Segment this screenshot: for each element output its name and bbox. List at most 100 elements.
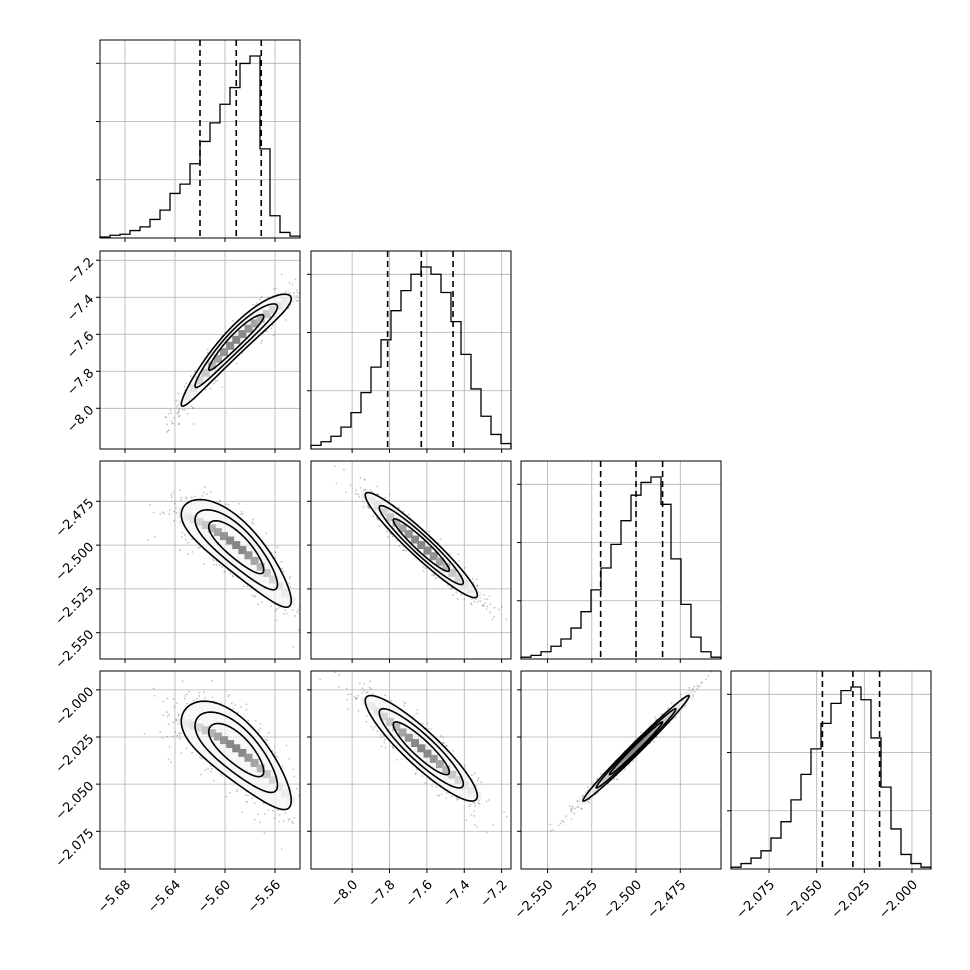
sample-point [201, 757, 203, 760]
sample-point [198, 691, 201, 694]
sample-point [433, 574, 436, 577]
sample-point [691, 689, 694, 692]
sample-point [185, 496, 187, 498]
sample-point [363, 479, 366, 481]
sample-point [186, 693, 188, 695]
sample-point [486, 598, 489, 601]
sample-point [210, 679, 213, 682]
sample-point [362, 500, 364, 503]
sample-point [261, 601, 263, 603]
sample-point [178, 508, 181, 510]
sample-point [652, 740, 655, 743]
sample-point [181, 408, 184, 411]
contour-line [207, 313, 265, 372]
sample-point [227, 695, 229, 698]
scatter-layer [330, 461, 508, 621]
sample-point [345, 687, 348, 690]
sample-point [365, 714, 368, 717]
sample-point [349, 484, 352, 487]
sample-point [358, 496, 361, 498]
sample-point [562, 820, 565, 823]
contour-line [194, 509, 279, 591]
sample-point [178, 414, 181, 417]
sample-point [288, 757, 290, 760]
sample-point [232, 575, 235, 577]
sample-point [204, 769, 207, 771]
sample-point [288, 577, 291, 580]
sample-point [383, 738, 386, 741]
sample-point [576, 806, 579, 808]
sample-point [370, 688, 372, 690]
sample-point [397, 506, 400, 509]
sample-point [153, 535, 156, 538]
sample-point [403, 704, 405, 707]
sample-point [505, 618, 508, 621]
sample-point [347, 708, 350, 710]
sample-point [382, 735, 385, 737]
sample-point [582, 795, 585, 797]
sample-point [191, 550, 194, 553]
sample-point [307, 857, 309, 859]
sample-point [212, 382, 215, 385]
sample-point [615, 778, 618, 780]
sample-point [282, 820, 285, 823]
sample-point [493, 616, 496, 618]
sample-point [346, 698, 348, 701]
sample-point [489, 603, 492, 606]
x-tick-label: −2.050 [781, 877, 826, 922]
sample-point [696, 684, 699, 686]
sample-point [159, 513, 162, 515]
sample-point [270, 605, 273, 608]
sample-point [580, 807, 583, 810]
sample-point [421, 723, 424, 726]
sample-point [616, 778, 619, 781]
sample-point [345, 491, 347, 494]
sample-point [242, 585, 245, 588]
sample-point [363, 478, 366, 481]
sample-point [421, 775, 424, 777]
sample-point [465, 819, 467, 822]
sample-point [549, 823, 552, 826]
sample-point [391, 745, 394, 747]
sample-point [245, 703, 248, 706]
sample-point [576, 800, 579, 803]
sample-point [203, 563, 206, 566]
sample-point [439, 735, 442, 737]
sample-point [404, 702, 407, 705]
sample-point [183, 533, 186, 536]
sample-point [260, 342, 263, 344]
sample-point [449, 553, 451, 555]
sample-point [229, 572, 232, 575]
sample-point [206, 351, 209, 354]
sample-point [489, 611, 491, 614]
sample-point [428, 530, 431, 533]
sample-point [240, 811, 243, 814]
scatter-panel-frame [520, 670, 722, 870]
sample-point [301, 809, 303, 811]
sample-point [219, 773, 222, 775]
sample-point [186, 412, 189, 415]
sample-point [292, 291, 295, 294]
x-tick-label: −2.525 [556, 877, 601, 922]
sample-point [477, 802, 480, 805]
sample-point [169, 761, 172, 764]
sample-point [359, 487, 362, 489]
sample-point [167, 429, 169, 432]
sample-point [183, 385, 186, 388]
sample-point [167, 429, 170, 432]
sample-point [275, 619, 278, 622]
x-tick-label: −2.075 [734, 877, 779, 922]
sample-point [667, 707, 669, 710]
sample-point [166, 423, 168, 426]
sample-point [284, 290, 287, 293]
sample-point [253, 802, 256, 805]
sample-point [429, 728, 432, 730]
sample-point [193, 370, 196, 373]
sample-point [471, 577, 474, 580]
sample-point [263, 832, 266, 835]
sample-point [223, 570, 226, 573]
sample-point [259, 723, 262, 725]
sample-point [212, 779, 215, 782]
sample-point [177, 410, 180, 413]
